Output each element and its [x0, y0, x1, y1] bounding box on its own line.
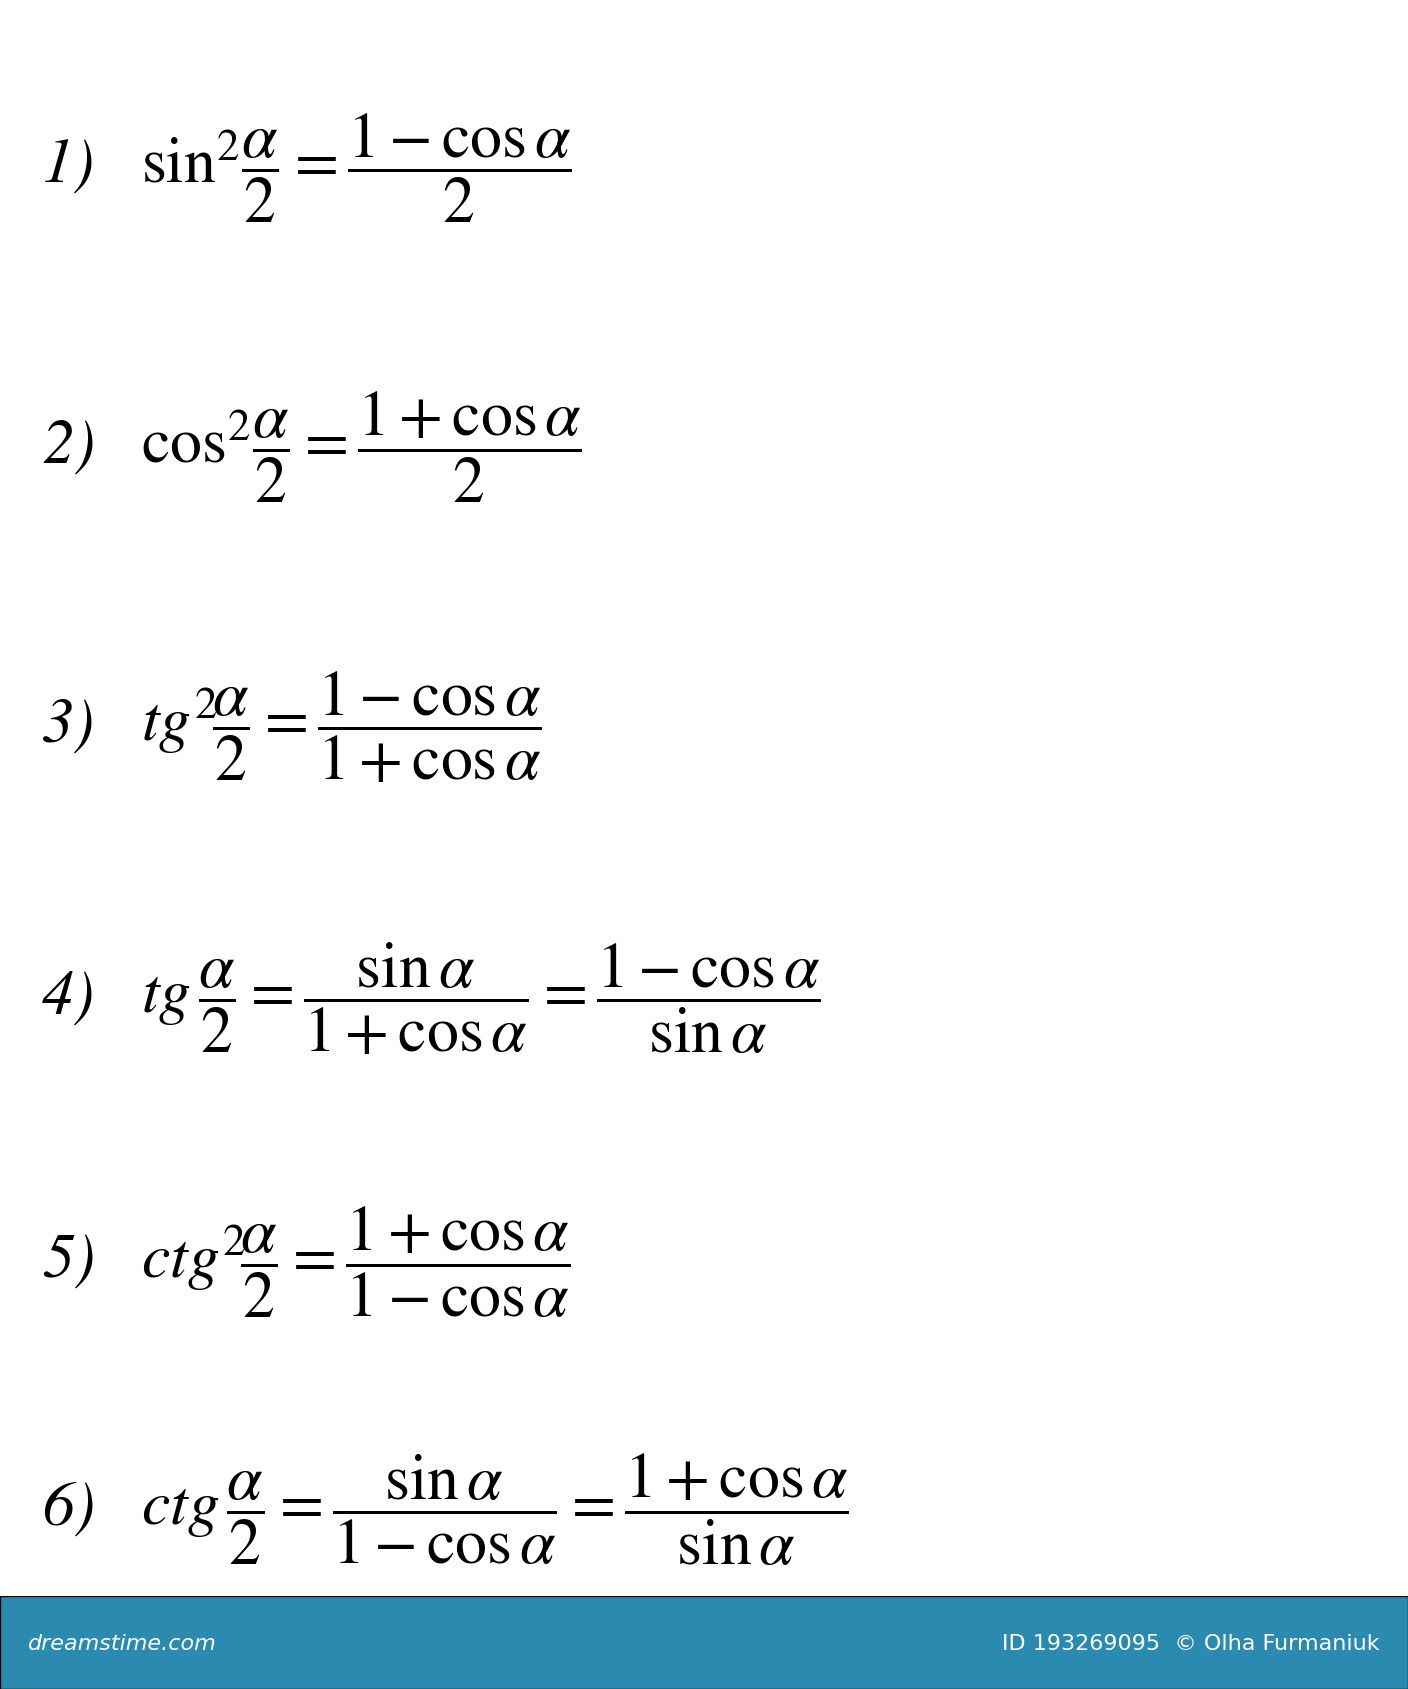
Text: $tg^{2}\!\dfrac{\alpha}{2} = \dfrac{1-\cos\alpha}{1+\cos\alpha}$: $tg^{2}\!\dfrac{\alpha}{2} = \dfrac{1-\c…: [141, 669, 542, 784]
Text: 6): 6): [42, 1480, 96, 1537]
Text: 3): 3): [42, 698, 96, 755]
Text: 4): 4): [42, 969, 96, 1025]
Text: 5): 5): [42, 1233, 96, 1289]
Text: dreamstime.com: dreamstime.com: [28, 1633, 217, 1652]
Text: $ctg\,\dfrac{\alpha}{2} = \dfrac{\sin\alpha}{1-\cos\alpha} = \dfrac{1+\cos\alpha: $ctg\,\dfrac{\alpha}{2} = \dfrac{\sin\al…: [141, 1449, 849, 1567]
Text: ID 193269095  © Olha Furmaniuk: ID 193269095 © Olha Furmaniuk: [1002, 1633, 1380, 1652]
FancyBboxPatch shape: [0, 1596, 1408, 1689]
Text: $ctg^{2}\!\dfrac{\alpha}{2} = \dfrac{1+\cos\alpha}{1-\cos\alpha}$: $ctg^{2}\!\dfrac{\alpha}{2} = \dfrac{1+\…: [141, 1203, 570, 1319]
Text: 1): 1): [42, 138, 96, 196]
Text: 2): 2): [42, 419, 96, 475]
Text: $\cos^{2}\!\dfrac{\alpha}{2} = \dfrac{1+\cos\alpha}{2}$: $\cos^{2}\!\dfrac{\alpha}{2} = \dfrac{1+…: [141, 388, 582, 505]
Text: $\sin^{2}\!\dfrac{\alpha}{2} = \dfrac{1-\cos\alpha}{2}$: $\sin^{2}\!\dfrac{\alpha}{2} = \dfrac{1-…: [141, 111, 572, 225]
Text: $tg\,\dfrac{\alpha}{2} = \dfrac{\sin\alpha}{1+\cos\alpha} = \dfrac{1-\cos\alpha}: $tg\,\dfrac{\alpha}{2} = \dfrac{\sin\alp…: [141, 939, 821, 1056]
